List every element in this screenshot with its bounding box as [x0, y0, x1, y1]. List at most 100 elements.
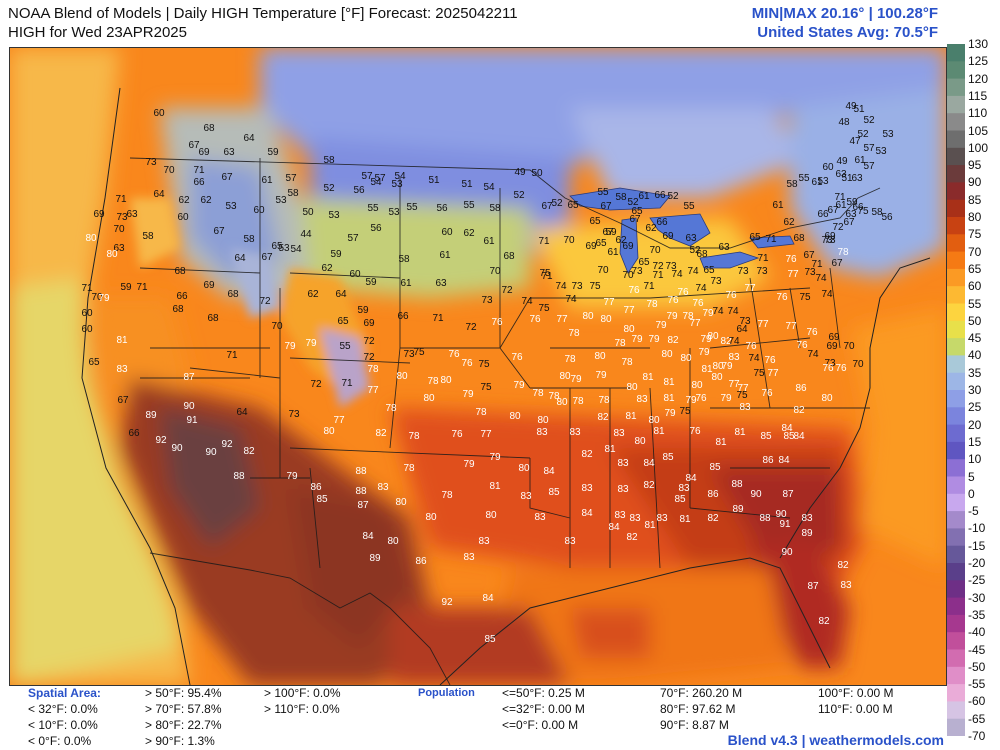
temperature-label: 82: [375, 428, 387, 439]
color-scale-tick: 90: [968, 175, 982, 190]
temperature-label: 60: [81, 324, 93, 335]
temperature-label: 80: [648, 415, 660, 426]
temperature-label: 75: [589, 281, 601, 292]
temperature-label: 75: [413, 347, 425, 358]
temperature-label: 73: [288, 409, 300, 420]
temperature-label: 71: [643, 281, 655, 292]
temperature-label: 69: [826, 341, 838, 352]
color-scale-swatch: [947, 493, 965, 512]
temperature-label: 71: [432, 313, 444, 324]
temperature-label: 71: [541, 271, 553, 282]
temperature-label: 77: [689, 318, 701, 329]
temperature-label: 70: [563, 235, 575, 246]
color-scale-tick: 50: [968, 313, 982, 328]
temperature-label: 78: [572, 396, 584, 407]
temperature-label: 75: [857, 206, 869, 217]
temperature-label: 78: [367, 364, 379, 375]
color-scale-bar: [947, 44, 965, 736]
color-scale-tick: 95: [968, 158, 982, 173]
temperature-label: 79: [655, 320, 667, 331]
color-scale-swatch: [947, 545, 965, 564]
temperature-label: 70: [852, 359, 864, 370]
population-stat: 110°F: 0.00 M: [818, 702, 893, 716]
temperature-label: 80: [600, 314, 612, 325]
temperature-label: 70: [271, 321, 283, 332]
temperature-label: 73: [710, 276, 722, 287]
temperature-label: 65: [589, 216, 601, 227]
color-scale-swatch: [947, 649, 965, 668]
temperature-label: 77: [480, 429, 492, 440]
temperature-label: 78: [548, 391, 560, 402]
credit-text[interactable]: Blend v4.3 | weathermodels.com: [727, 732, 944, 748]
temperature-label: 80: [821, 393, 833, 404]
temperature-label: 76: [628, 285, 640, 296]
temperature-label: 80: [594, 351, 606, 362]
color-scale-swatch: [947, 165, 965, 183]
temperature-label: 53: [388, 207, 400, 218]
temperature-label: 84: [643, 458, 655, 469]
temperature-label: 70: [622, 270, 634, 281]
temperature-label: 54: [394, 171, 406, 182]
temperature-label: 82: [720, 336, 732, 347]
color-scale-swatch: [947, 441, 965, 460]
temperature-label: 79: [98, 293, 110, 304]
temperature-label: 76: [667, 295, 679, 306]
temperature-label: 48: [838, 117, 850, 128]
color-scale-swatch: [947, 251, 965, 270]
temperature-label: 55: [367, 203, 379, 214]
temperature-label: 55: [798, 173, 810, 184]
temperature-label: 79: [631, 334, 643, 345]
temperature-label: 73: [824, 358, 836, 369]
temperature-label: 56: [370, 223, 382, 234]
forecast-subtitle: HIGH for Wed 23APR2025: [8, 24, 187, 41]
temperature-label: 77: [333, 415, 345, 426]
spatial-stat: < 10°F: 0.0%: [28, 718, 98, 732]
temperature-label: 84: [543, 466, 555, 477]
temperature-label: 76: [776, 292, 788, 303]
temperature-label: 76: [835, 363, 847, 374]
color-scale-tick: 10: [968, 452, 982, 467]
temperature-label: 74: [712, 306, 724, 317]
temperature-label: 69: [203, 280, 215, 291]
color-scale-tick: 30: [968, 383, 982, 397]
temperature-label: 73: [821, 235, 833, 246]
temperature-label: 59: [846, 197, 858, 208]
temperature-label: 62: [178, 195, 190, 206]
temperature-label: 83: [116, 364, 128, 375]
temperature-label: 58: [871, 207, 883, 218]
temperature-label: 59: [120, 282, 132, 293]
temperature-label: 77: [603, 297, 615, 308]
population-stat: 100°F: 0.00 M: [818, 686, 894, 700]
color-scale-tick: 60: [968, 279, 982, 294]
temperature-label: 65: [271, 241, 283, 252]
color-scale-tick: 85: [968, 192, 982, 207]
temperature-label: 52: [323, 183, 335, 194]
population-title: Population: [418, 687, 475, 699]
color-scale-tick: 15: [968, 434, 982, 449]
temperature-label: 79: [489, 452, 501, 463]
temperature-label: 50: [302, 207, 314, 218]
temperature-label: 88: [731, 479, 743, 490]
temperature-label: 70: [91, 292, 103, 303]
color-scale-tick: 105: [968, 123, 989, 138]
temperature-label: 61: [811, 177, 823, 188]
temperature-label: 89: [369, 553, 381, 564]
map-field: [10, 48, 946, 685]
temperature-label: 71: [538, 236, 550, 247]
population-stat: <=0°F: 0.00 M: [502, 718, 579, 732]
temperature-label: 61: [638, 191, 650, 202]
temperature-label: 65: [749, 232, 761, 243]
spatial-stat: > 110°F: 0.0%: [264, 702, 340, 716]
temperature-label: 82: [243, 446, 255, 457]
temperature-label: 79: [513, 380, 525, 391]
temperature-label: 84: [685, 473, 697, 484]
color-scale-tick: 70: [968, 244, 982, 259]
temperature-map[interactable]: 68 60 67 69 63 59 64 73 70 71 66 67 61 57 64 62 62 53 60 53…: [9, 47, 947, 686]
temperature-label: 74: [555, 281, 567, 292]
temperature-label: 80: [634, 436, 646, 447]
temperature-label: 63: [435, 278, 447, 289]
temperature-label: 55: [463, 200, 475, 211]
temperature-label: 83: [520, 491, 532, 502]
temperature-label: 80: [712, 361, 724, 372]
temperature-label: 74: [695, 283, 707, 294]
